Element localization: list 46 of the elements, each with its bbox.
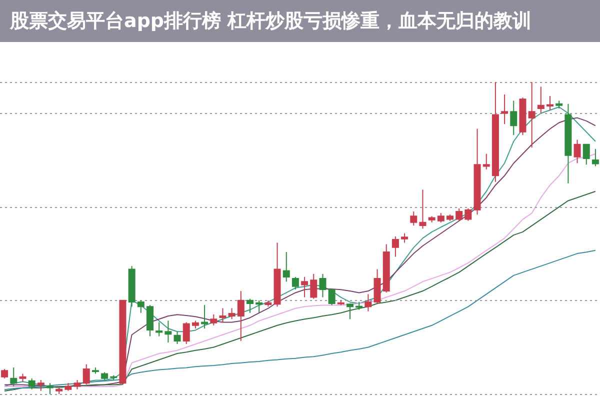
candlestick — [574, 139, 581, 164]
candlestick — [528, 82, 536, 148]
candlestick — [328, 288, 336, 306]
candlestick — [137, 300, 144, 314]
candlestick — [482, 153, 490, 170]
candlestick — [10, 366, 18, 387]
candlestick — [374, 268, 381, 305]
candlestick — [401, 232, 408, 244]
candlestick — [501, 94, 508, 125]
candlestick — [437, 212, 444, 223]
candlestick — [237, 290, 244, 342]
candlestick — [37, 379, 44, 392]
candlestick — [464, 208, 472, 222]
candlestick — [46, 382, 54, 394]
candlestick — [210, 314, 218, 326]
candlestick — [74, 379, 81, 390]
candlestick — [582, 144, 590, 166]
candlestick — [256, 300, 263, 314]
candlestick — [410, 210, 418, 226]
candlestick — [510, 100, 518, 136]
candlestick — [292, 276, 299, 290]
candlestick — [246, 298, 254, 314]
candlestick — [319, 273, 326, 298]
candlestick — [164, 320, 172, 344]
candlestick — [219, 308, 226, 323]
candlestick — [392, 236, 399, 258]
candlestick — [146, 304, 154, 337]
candlestick — [346, 303, 354, 320]
candlestick — [156, 322, 163, 337]
candlestick — [174, 331, 181, 345]
candlestick — [301, 276, 308, 298]
candlestick — [282, 252, 290, 282]
candlestick — [182, 322, 190, 345]
candlestick — [310, 273, 318, 300]
candlestick — [546, 96, 554, 111]
candlestick — [537, 86, 544, 114]
candlestick — [419, 189, 426, 230]
candlestick — [228, 308, 236, 320]
candlestick — [28, 378, 36, 390]
candlestick — [592, 148, 599, 167]
chart-title: 股票交易平台app排行榜 杠杆炒股亏损惨重，血本无归的教训 — [9, 10, 532, 32]
candlestick — [1, 368, 8, 379]
candlestick — [364, 294, 372, 312]
candlestick — [201, 304, 208, 329]
candlestick — [82, 364, 90, 386]
candlestick — [456, 208, 463, 222]
